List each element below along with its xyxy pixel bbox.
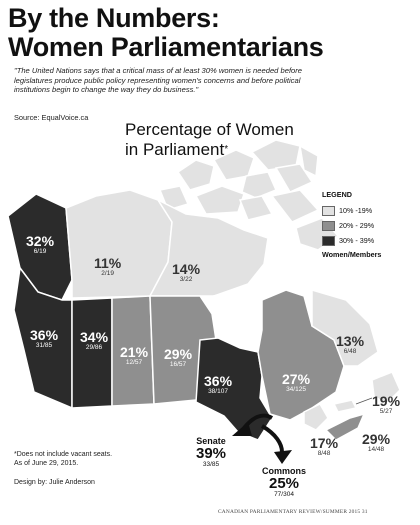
count-quebec: 34/125: [286, 386, 306, 393]
footnote-line-2: As of June 29, 2015.: [14, 460, 79, 467]
count-nunavut: 3/22: [179, 276, 193, 283]
percent-pei: 19%: [372, 393, 401, 409]
percent-alberta: 34%: [80, 329, 109, 345]
map-title-footnote-marker: *: [224, 144, 229, 155]
label-manitoba: 29% 16/57: [164, 347, 192, 369]
percent-new-brunswick: 17%: [310, 435, 339, 451]
legend-item: 20% - 29%: [322, 218, 414, 233]
hudson-bay: [208, 290, 262, 346]
senate-name: Senate: [196, 436, 226, 446]
legend-swatch-mid: [322, 220, 335, 231]
legend-units: Women/Members: [322, 250, 382, 259]
percent-saskatchewan: 21%: [120, 344, 149, 360]
arctic-islands: [158, 139, 340, 251]
percent-manitoba: 29%: [164, 346, 193, 362]
percent-ontario: 36%: [204, 373, 233, 389]
headline-line-1: By the Numbers:: [8, 3, 220, 33]
percent-senate: 39%: [196, 445, 227, 462]
region-ontario-shape: [195, 337, 273, 441]
label-new-brunswick: 17% 8/48: [310, 436, 338, 458]
newfoundland-island: [371, 371, 401, 405]
region-new-brunswick-shape: [303, 403, 329, 431]
label-alberta: 34% 29/86: [80, 330, 108, 352]
percent-quebec: 27%: [282, 371, 311, 387]
label-senate: Senate 39% 33/85: [196, 436, 226, 469]
pei-leader-line: [355, 397, 373, 405]
count-pei: 5/27: [379, 408, 393, 415]
legend-swatch-light: [322, 205, 335, 216]
count-nwt: 2/19: [101, 270, 114, 277]
map-title: Percentage of Women in Parliament*: [125, 120, 294, 160]
region-pei-shape: [332, 399, 358, 413]
region-newfoundland-shape: [311, 288, 379, 367]
percent-nunavut: 14%: [172, 261, 201, 277]
region-nunavut-shape: [148, 198, 269, 297]
percent-nwt: 11%: [94, 255, 122, 271]
count-nova-scotia: 14/48: [367, 446, 385, 453]
commons-arrow: [260, 424, 284, 453]
region-nwt-shape: [65, 189, 173, 299]
count-alberta: 29/86: [85, 344, 103, 351]
count-commons: 77/304: [274, 491, 294, 498]
footnote: *Does not include vacant seats. As of Ju…: [14, 450, 174, 468]
legend-heading: LEGEND: [322, 190, 352, 199]
legend-label: 10% -19%: [339, 206, 373, 215]
designer-credit: Design by: Julie Anderson: [14, 479, 95, 486]
label-commons: Commons 25% 77/304: [262, 466, 306, 499]
commons-arrowhead: [274, 450, 292, 464]
source-credit: Source: EqualVoice.ca: [14, 113, 89, 122]
headline: By the Numbers: Women Parliamentarians: [8, 4, 324, 62]
legend: LEGEND 10% -19% 20% - 29% 30% - 39% Wome…: [322, 190, 414, 259]
label-nova-scotia: 29% 14/48: [362, 432, 390, 454]
region-nova-scotia-shape: [324, 412, 366, 441]
percent-commons: 25%: [268, 475, 300, 492]
headline-line-2: Women Parliamentarians: [8, 32, 324, 62]
legend-swatch-dark: [322, 235, 335, 246]
commons-name: Commons: [262, 466, 307, 476]
label-quebec: 27% 34/125: [282, 372, 310, 394]
count-ontario: 38/107: [208, 388, 228, 395]
count-yukon: 6/19: [33, 248, 47, 255]
legend-label: 30% - 39%: [339, 236, 375, 245]
label-nunavut: 14% 3/22: [172, 262, 200, 284]
label-nwt: 11% 2/19: [94, 256, 121, 278]
label-pei: 19% 5/27: [372, 394, 400, 416]
percent-bc: 36%: [30, 327, 59, 343]
map-title-line-1: Percentage of Women: [125, 120, 294, 139]
un-quote: "The United Nations says that a critical…: [14, 66, 303, 95]
label-bc: 36% 31/85: [30, 328, 58, 350]
label-newfoundland: 13% 6/48: [336, 334, 364, 356]
map-title-line-2: in Parliament: [125, 140, 225, 159]
percent-nova-scotia: 29%: [362, 431, 391, 447]
legend-item: 30% - 39%: [322, 233, 414, 248]
count-saskatchewan: 12/57: [125, 359, 143, 366]
label-yukon: 32% 6/19: [26, 234, 54, 256]
region-alberta-shape: [71, 297, 113, 409]
count-bc: 31/85: [35, 342, 53, 349]
percent-yukon: 32%: [26, 233, 55, 249]
count-senate: 33/85: [202, 461, 220, 468]
page-footer: CANADIAN PARLIAMENTARY REVIEW/SUMMER 201…: [218, 509, 368, 515]
count-new-brunswick: 8/48: [317, 450, 331, 457]
legend-item: 10% -19%: [322, 203, 414, 218]
percent-newfoundland: 13%: [336, 333, 365, 349]
count-manitoba: 16/57: [169, 361, 187, 368]
legend-label: 20% - 29%: [339, 221, 375, 230]
footnote-line-1: *Does not include vacant seats.: [14, 451, 113, 458]
count-newfoundland: 6/48: [343, 348, 357, 355]
region-quebec-shape: [257, 289, 345, 421]
senate-arrowhead: [232, 422, 252, 436]
label-saskatchewan: 21% 12/57: [120, 345, 148, 367]
label-ontario: 36% 38/107: [204, 374, 232, 396]
